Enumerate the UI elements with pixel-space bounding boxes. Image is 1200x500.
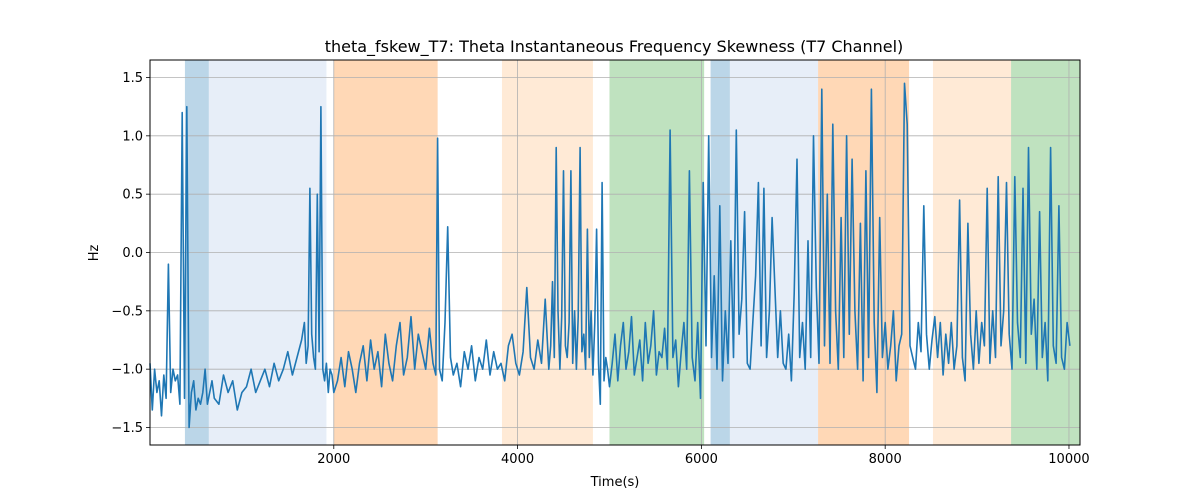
y-tick-label: 0.5 (122, 188, 143, 203)
y-tick-label: −1.5 (111, 421, 143, 436)
x-tick-label: 6000 (685, 452, 718, 467)
y-tick-label: 1.0 (122, 129, 143, 144)
chart-title: theta_fskew_T7: Theta Instantaneous Freq… (325, 37, 904, 57)
x-axis-label: Time(s) (590, 475, 640, 490)
x-tick-label: 4000 (501, 452, 534, 467)
y-tick-label: 0.0 (122, 246, 143, 261)
y-tick-label: 1.5 (122, 71, 143, 86)
y-axis-label: Hz (87, 245, 102, 262)
y-tick-label: −1.0 (111, 363, 143, 378)
y-tick-label: −0.5 (111, 304, 143, 319)
plot-area (150, 60, 1080, 445)
x-tick-label: 2000 (317, 452, 350, 467)
x-tick-label: 8000 (869, 452, 902, 467)
x-tick-label: 10000 (1048, 452, 1089, 467)
